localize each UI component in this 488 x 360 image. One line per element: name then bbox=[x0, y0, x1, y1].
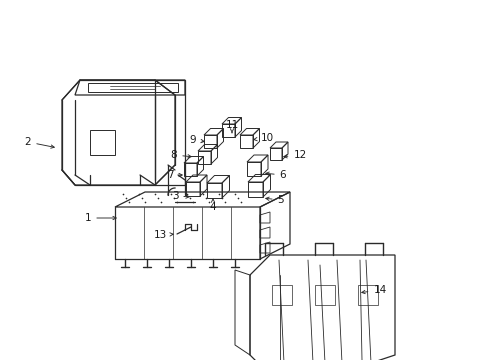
Text: 11: 11 bbox=[225, 120, 238, 133]
Text: 5: 5 bbox=[265, 195, 284, 205]
Text: 12: 12 bbox=[283, 150, 306, 160]
Text: 14: 14 bbox=[361, 285, 386, 295]
Text: 13: 13 bbox=[153, 230, 173, 240]
Text: 7: 7 bbox=[166, 170, 182, 180]
Text: 3: 3 bbox=[171, 191, 189, 201]
Text: 4: 4 bbox=[209, 199, 216, 212]
Text: 6: 6 bbox=[265, 170, 286, 180]
Text: 9: 9 bbox=[189, 135, 204, 145]
Text: 10: 10 bbox=[253, 133, 273, 143]
Text: 8: 8 bbox=[170, 150, 191, 160]
Text: 1: 1 bbox=[84, 213, 116, 223]
Text: 2: 2 bbox=[24, 137, 54, 148]
